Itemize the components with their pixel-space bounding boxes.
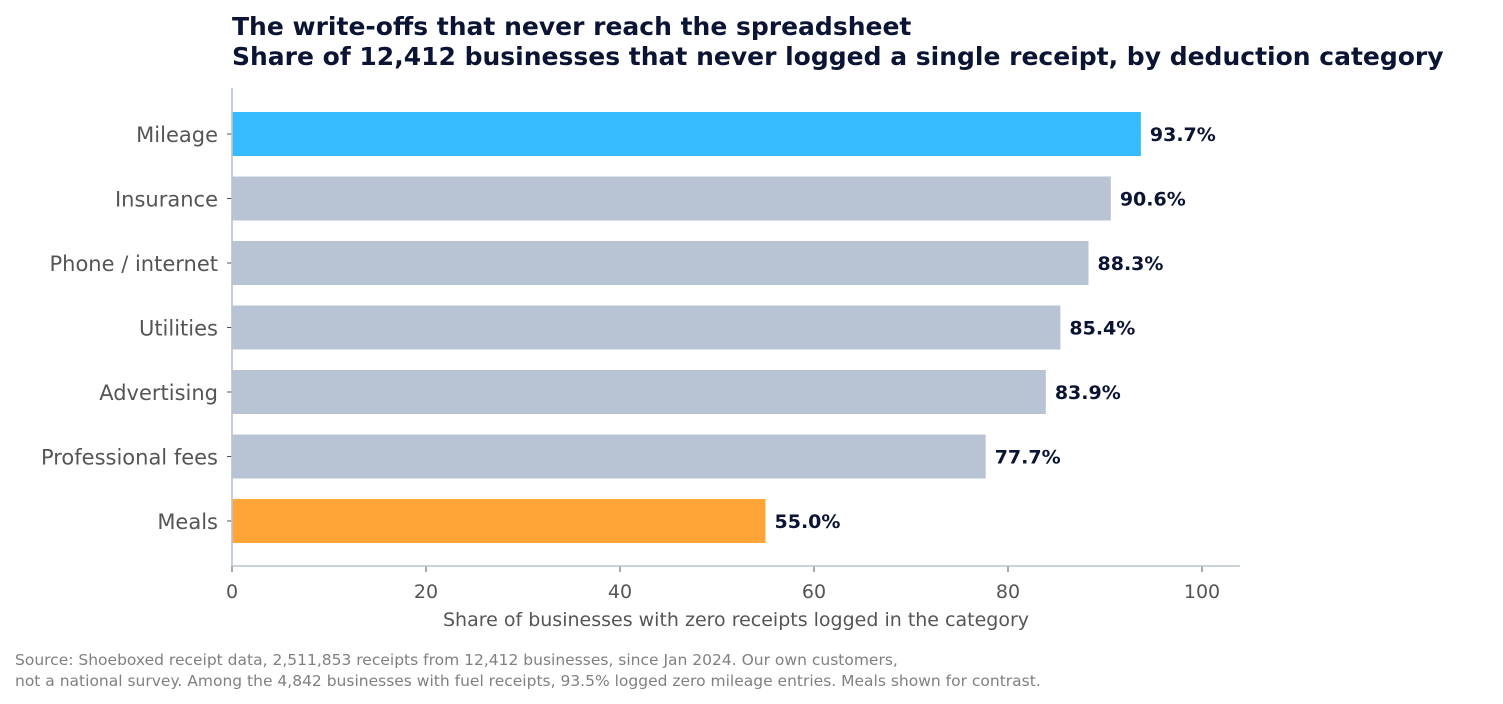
category-label-utilities: Utilities xyxy=(139,317,218,341)
x-tick-label: 100 xyxy=(1184,581,1220,603)
data-label-utilities: 85.4% xyxy=(1069,318,1135,340)
bar-insurance xyxy=(232,176,1111,221)
x-tick-label: 40 xyxy=(608,581,632,603)
x-tick-label: 20 xyxy=(414,581,438,603)
category-label-professional-fees: Professional fees xyxy=(41,446,218,470)
data-labels: 93.7% 90.6% 88.3% 85.4% 83.9% 77.7% 55.0% xyxy=(775,124,1216,533)
category-label-mileage: Mileage xyxy=(136,123,218,147)
source-note-line2: not a national survey. Among the 4,842 b… xyxy=(15,672,1041,690)
category-labels: Mileage Insurance Phone / internet Utilitie… xyxy=(41,123,232,534)
data-label-advertising: 83.9% xyxy=(1055,382,1121,404)
chart-title: The write-offs that never reach the spre… xyxy=(232,12,911,41)
data-label-phone-internet: 88.3% xyxy=(1098,253,1164,275)
bar-mileage xyxy=(232,112,1141,156)
bar-advertising xyxy=(232,370,1046,414)
bar-meals xyxy=(232,499,766,543)
x-axis-title: Share of businesses with zero receipts l… xyxy=(443,609,1029,631)
category-label-advertising: Advertising xyxy=(99,381,218,405)
category-label-meals: Meals xyxy=(157,510,218,534)
x-axis-ticks: 0 20 40 60 80 100 xyxy=(226,566,1220,603)
source-note-line1: Source: Shoeboxed receipt data, 2,511,85… xyxy=(15,651,898,669)
category-label-insurance: Insurance xyxy=(115,188,218,212)
bar-utilities xyxy=(232,305,1061,350)
bar-phone-internet xyxy=(232,241,1089,285)
category-label-phone-internet: Phone / internet xyxy=(49,252,218,276)
bar-professional-fees xyxy=(232,434,986,479)
data-label-meals: 55.0% xyxy=(775,511,841,533)
bars-group xyxy=(232,112,1141,543)
chart-subtitle: Share of 12,412 businesses that never lo… xyxy=(232,42,1444,71)
data-label-mileage: 93.7% xyxy=(1150,124,1216,146)
x-tick-label: 0 xyxy=(226,581,238,603)
x-tick-label: 60 xyxy=(802,581,826,603)
x-tick-label: 80 xyxy=(996,581,1020,603)
data-label-professional-fees: 77.7% xyxy=(995,447,1061,469)
data-label-insurance: 90.6% xyxy=(1120,189,1186,211)
